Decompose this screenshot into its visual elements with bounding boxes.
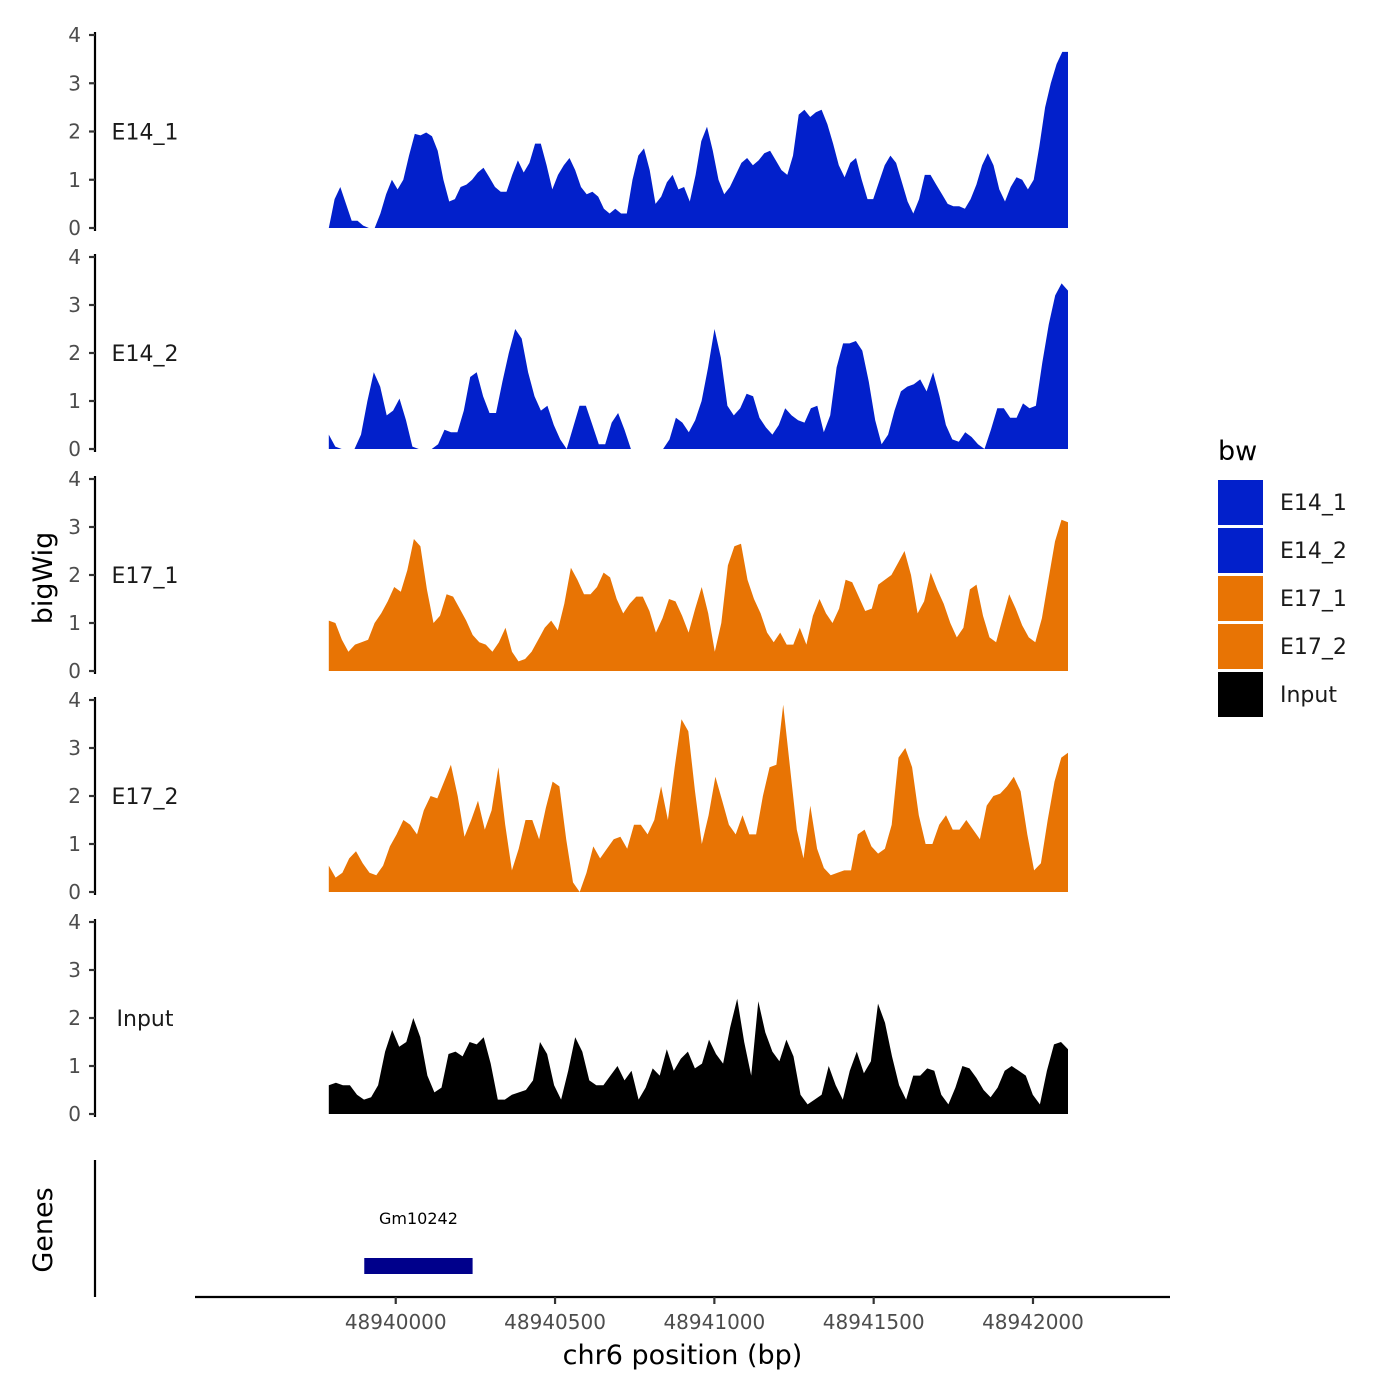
y-tick-label: 1	[68, 389, 81, 413]
y-tick-label: 1	[68, 168, 81, 192]
legend-label-e14_2: E14_2	[1280, 539, 1347, 564]
legend-label-e14_1: E14_1	[1280, 491, 1347, 516]
coverage-area-e14_2	[328, 283, 1068, 449]
x-tick-label: 48940500	[504, 1310, 606, 1334]
x-axis-title: chr6 position (bp)	[563, 1340, 803, 1371]
track-label-e14_1: E14_1	[112, 121, 179, 146]
coverage-area-e14_1	[328, 51, 1068, 229]
x-tick-label: 48940000	[345, 1310, 447, 1334]
legend-swatch-input	[1218, 672, 1263, 717]
y-tick-label: 1	[68, 1054, 81, 1078]
coverage-area-e17_1	[328, 519, 1068, 671]
gene-label: Gm10242	[379, 1209, 458, 1228]
legend-title: bw	[1218, 436, 1257, 467]
legend-label-e17_2: E17_2	[1280, 635, 1347, 660]
track-label-input: Input	[117, 1007, 174, 1032]
legend-swatch-e17_1	[1218, 576, 1263, 621]
y-tick-label: 0	[68, 659, 81, 683]
y-tick-label: 4	[68, 23, 81, 47]
legend-label-e17_1: E17_1	[1280, 587, 1347, 612]
coverage-area-input	[328, 998, 1068, 1114]
y-tick-label: 1	[68, 611, 81, 635]
y-tick-label: 0	[68, 216, 81, 240]
y-tick-label: 3	[68, 293, 81, 317]
y-tick-label: 3	[68, 736, 81, 760]
x-tick-label: 48942000	[982, 1310, 1084, 1334]
y-tick-label: 1	[68, 832, 81, 856]
y-tick-label: 3	[68, 515, 81, 539]
y-tick-label: 2	[68, 341, 81, 365]
y-tick-label: 4	[68, 910, 81, 934]
coverage-area-e17_2	[328, 704, 1068, 892]
x-tick-label: 48941500	[823, 1310, 925, 1334]
y-tick-label: 4	[68, 467, 81, 491]
legend-swatch-e14_2	[1218, 528, 1263, 573]
genes-axis-title: Genes	[28, 1187, 59, 1272]
legend-label-input: Input	[1280, 683, 1337, 708]
legend-swatch-e17_2	[1218, 624, 1263, 669]
y-tick-label: 2	[68, 563, 81, 587]
x-tick-label: 48941000	[663, 1310, 765, 1334]
legend-swatch-e14_1	[1218, 480, 1263, 525]
y-tick-label: 2	[68, 784, 81, 808]
y-tick-label: 3	[68, 71, 81, 95]
y-tick-label: 2	[68, 120, 81, 144]
track-label-e14_2: E14_2	[112, 342, 179, 367]
track-label-e17_2: E17_2	[112, 785, 179, 810]
track-label-e17_1: E17_1	[112, 564, 179, 589]
y-axis-title: bigWig	[28, 532, 59, 625]
y-tick-label: 3	[68, 958, 81, 982]
y-tick-label: 0	[68, 1102, 81, 1126]
y-tick-label: 2	[68, 1006, 81, 1030]
y-tick-label: 0	[68, 880, 81, 904]
y-tick-label: 0	[68, 437, 81, 461]
y-tick-label: 4	[68, 688, 81, 712]
y-tick-label: 4	[68, 245, 81, 269]
gene-body	[364, 1258, 473, 1274]
